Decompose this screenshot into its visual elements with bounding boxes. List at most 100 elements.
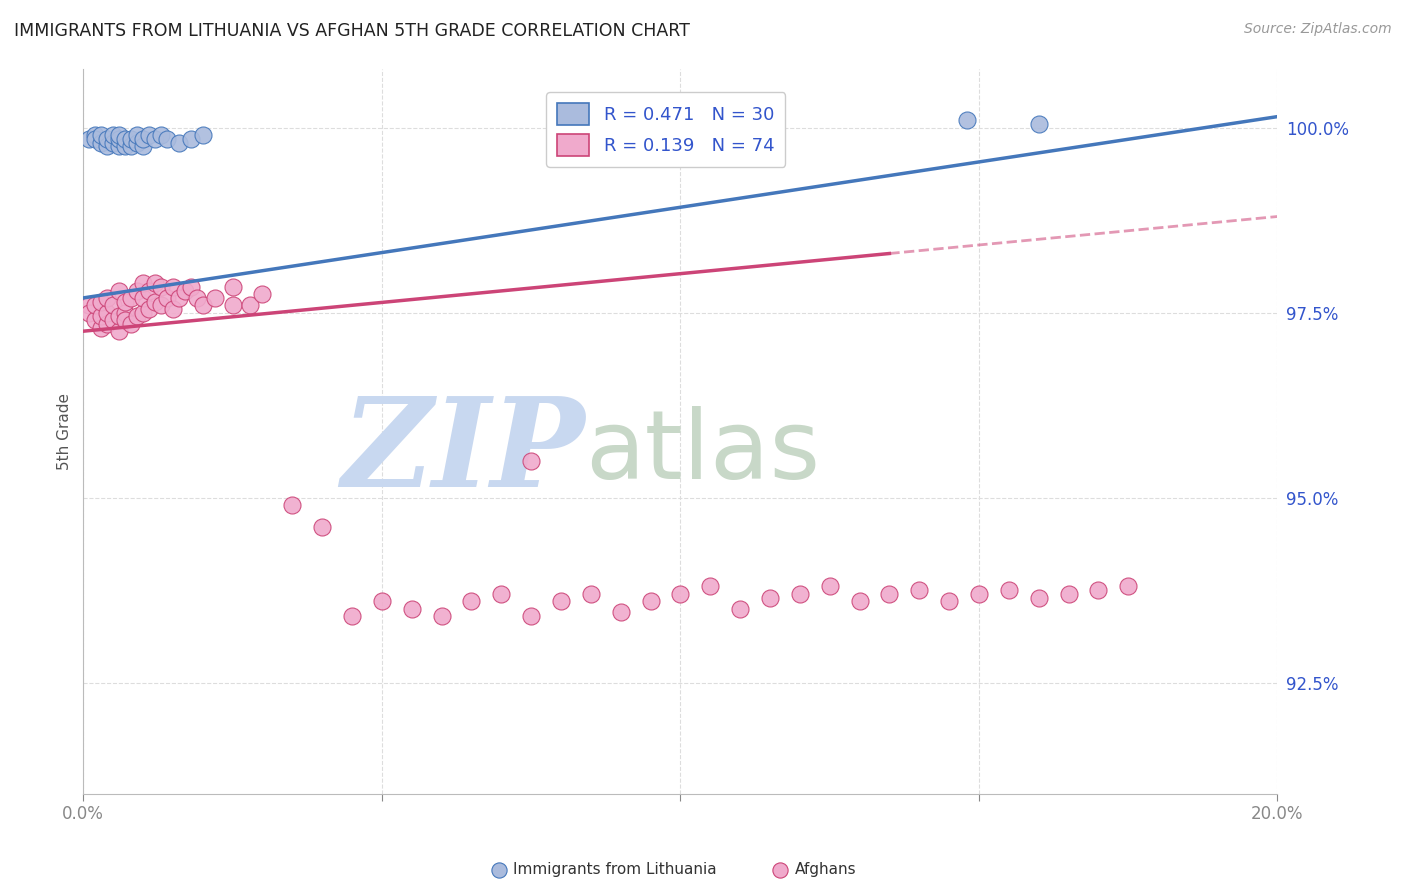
Point — [550, 594, 572, 608]
Point — [371, 594, 394, 608]
Point — [191, 128, 214, 142]
Point — [90, 320, 112, 334]
Point — [96, 317, 118, 331]
Point — [162, 301, 184, 316]
Point — [728, 601, 751, 615]
Point — [90, 310, 112, 324]
Point — [96, 132, 118, 146]
Text: Source: ZipAtlas.com: Source: ZipAtlas.com — [1244, 22, 1392, 37]
Point — [90, 136, 112, 150]
Point — [132, 132, 155, 146]
Point — [640, 594, 662, 608]
Point — [520, 453, 543, 467]
Point — [143, 276, 166, 290]
Point — [1057, 587, 1080, 601]
Point — [84, 298, 107, 312]
Point — [789, 587, 811, 601]
Point — [956, 113, 979, 128]
Point — [173, 284, 195, 298]
Point — [340, 609, 363, 624]
Point — [759, 591, 782, 605]
Text: Afghans: Afghans — [794, 863, 856, 877]
Point — [84, 313, 107, 327]
Point — [101, 298, 124, 312]
Point — [156, 291, 179, 305]
Point — [239, 298, 262, 312]
Point — [90, 128, 112, 142]
Point — [108, 128, 131, 142]
Point — [204, 291, 226, 305]
Point — [138, 284, 160, 298]
Point — [108, 284, 131, 298]
Point — [186, 291, 208, 305]
Point — [125, 310, 148, 324]
Point — [162, 280, 184, 294]
Point — [491, 587, 513, 601]
Point — [967, 587, 990, 601]
Point — [609, 606, 631, 620]
Point — [180, 132, 202, 146]
Point — [1028, 591, 1050, 605]
Point — [101, 136, 124, 150]
Point — [149, 298, 172, 312]
Point — [520, 609, 543, 624]
Point — [997, 583, 1019, 598]
Legend: R = 0.471   N = 30, R = 0.139   N = 74: R = 0.471 N = 30, R = 0.139 N = 74 — [546, 92, 786, 167]
Point — [848, 594, 870, 608]
Point — [84, 132, 107, 146]
Point — [125, 136, 148, 150]
Point — [430, 609, 453, 624]
Text: ZIP: ZIP — [342, 392, 585, 514]
Point — [879, 587, 901, 601]
Point — [769, 863, 792, 877]
Point — [669, 587, 692, 601]
Point — [156, 132, 179, 146]
Point — [132, 276, 155, 290]
Point — [167, 291, 190, 305]
Text: IMMIGRANTS FROM LITHUANIA VS AFGHAN 5TH GRADE CORRELATION CHART: IMMIGRANTS FROM LITHUANIA VS AFGHAN 5TH … — [14, 22, 690, 40]
Point — [84, 128, 107, 142]
Point — [1028, 117, 1050, 131]
Text: Immigrants from Lithuania: Immigrants from Lithuania — [513, 863, 717, 877]
Point — [938, 594, 960, 608]
Point — [252, 287, 274, 301]
Point — [579, 587, 602, 601]
Point — [132, 291, 155, 305]
Point — [114, 139, 136, 153]
Point — [120, 139, 142, 153]
Point — [108, 324, 131, 338]
Point — [401, 601, 423, 615]
Point — [138, 301, 160, 316]
Point — [90, 294, 112, 309]
Point — [143, 294, 166, 309]
Point — [108, 132, 131, 146]
Point — [488, 863, 510, 877]
Point — [221, 280, 243, 294]
Point — [281, 498, 304, 512]
Point — [108, 139, 131, 153]
Point — [96, 291, 118, 305]
Point — [699, 579, 721, 593]
Point — [77, 132, 100, 146]
Point — [114, 294, 136, 309]
Point — [120, 132, 142, 146]
Point — [125, 284, 148, 298]
Point — [114, 306, 136, 320]
Point — [132, 306, 155, 320]
Point — [132, 139, 155, 153]
Point — [191, 298, 214, 312]
Point — [818, 579, 841, 593]
Point — [125, 128, 148, 142]
Point — [77, 306, 100, 320]
Point — [149, 128, 172, 142]
Point — [143, 132, 166, 146]
Point — [908, 583, 931, 598]
Point — [311, 520, 333, 534]
Point — [221, 298, 243, 312]
Point — [138, 128, 160, 142]
Point — [1087, 583, 1109, 598]
Point — [77, 298, 100, 312]
Point — [96, 139, 118, 153]
Text: atlas: atlas — [585, 407, 820, 500]
Point — [460, 594, 482, 608]
